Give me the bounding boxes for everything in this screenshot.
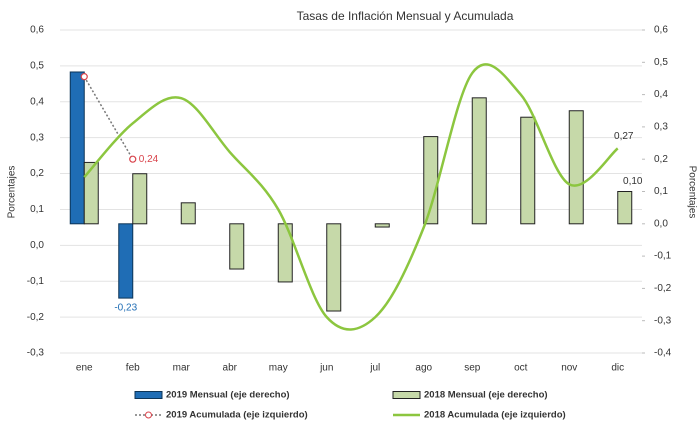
- bar: [617, 191, 633, 225]
- legend-swatch: [392, 391, 421, 399]
- bar: [69, 71, 85, 225]
- y-tick-label: 0,1: [30, 204, 44, 215]
- x-tick-label: jul: [369, 363, 380, 374]
- legend-label: 2018 Mensual (eje derecho): [424, 390, 548, 401]
- y2-tick-label: 0,4: [654, 89, 668, 100]
- x-tick-label: jun: [319, 363, 333, 374]
- y2-tick-label: 0,0: [654, 218, 668, 229]
- y-tick-label: 0,3: [30, 132, 44, 143]
- y2-tick-label: 0,5: [654, 57, 668, 68]
- x-tick-label: mar: [173, 363, 191, 374]
- y-tick-label: 0,4: [30, 96, 44, 107]
- y-axis-label: Porcentajes: [7, 166, 18, 219]
- bar: [180, 202, 196, 225]
- y-tick-label: -0,3: [27, 348, 45, 359]
- x-tick-label: ago: [415, 363, 432, 374]
- y2-axis-label: Porcentajes: [686, 166, 697, 219]
- y-tick-label: 0,6: [30, 25, 44, 36]
- y-tick-label: -0,2: [27, 312, 45, 323]
- y2-tick-label: 0,1: [654, 186, 668, 197]
- y2-tick-label: -0,1: [654, 251, 672, 262]
- legend-marker: [145, 411, 152, 419]
- y-tick-label: 0,5: [30, 61, 44, 72]
- data-label: 0,24: [139, 154, 159, 165]
- bar: [568, 110, 584, 225]
- y2-tick-label: 0,6: [654, 25, 668, 36]
- y2-tick-label: -0,4: [654, 348, 672, 359]
- y-tick-label: 0,2: [30, 168, 44, 179]
- legend-label: 2019 Mensual (eje derecho): [166, 390, 290, 401]
- bar: [374, 223, 390, 228]
- x-tick-label: nov: [561, 363, 577, 374]
- bar: [229, 223, 245, 270]
- y-tick-label: -0,1: [27, 276, 45, 287]
- x-tick-label: abr: [223, 363, 238, 374]
- chart-title: Tasas de Inflación Mensual y Acumulada: [297, 9, 514, 23]
- y2-tick-label: 0,3: [654, 122, 668, 133]
- x-tick-label: may: [269, 363, 288, 374]
- y2-tick-label: -0,3: [654, 315, 672, 326]
- data-label: 0,10: [623, 176, 643, 187]
- y-tick-label: 0,0: [30, 240, 44, 251]
- x-tick-label: sep: [464, 363, 481, 374]
- marker: [80, 73, 88, 81]
- x-tick-label: oct: [514, 363, 528, 374]
- bar: [83, 161, 99, 225]
- legend-swatch: [134, 391, 163, 399]
- line: [83, 63, 619, 331]
- x-tick-label: dic: [611, 363, 624, 374]
- data-label: -0,23: [114, 303, 137, 314]
- bar: [118, 223, 134, 299]
- legend-label: 2019 Acumulada (eje izquierdo): [166, 410, 308, 421]
- y2-tick-label: -0,2: [654, 283, 672, 294]
- bar: [471, 97, 487, 225]
- legend-label: 2018 Acumulada (eje izquierdo): [424, 410, 566, 421]
- marker: [129, 155, 137, 163]
- data-label: 0,27: [614, 131, 634, 142]
- x-tick-label: feb: [126, 363, 140, 374]
- bar: [132, 173, 148, 225]
- y2-tick-label: 0,2: [654, 154, 668, 165]
- bar: [326, 223, 342, 312]
- x-tick-label: ene: [76, 363, 93, 374]
- bar: [520, 116, 536, 225]
